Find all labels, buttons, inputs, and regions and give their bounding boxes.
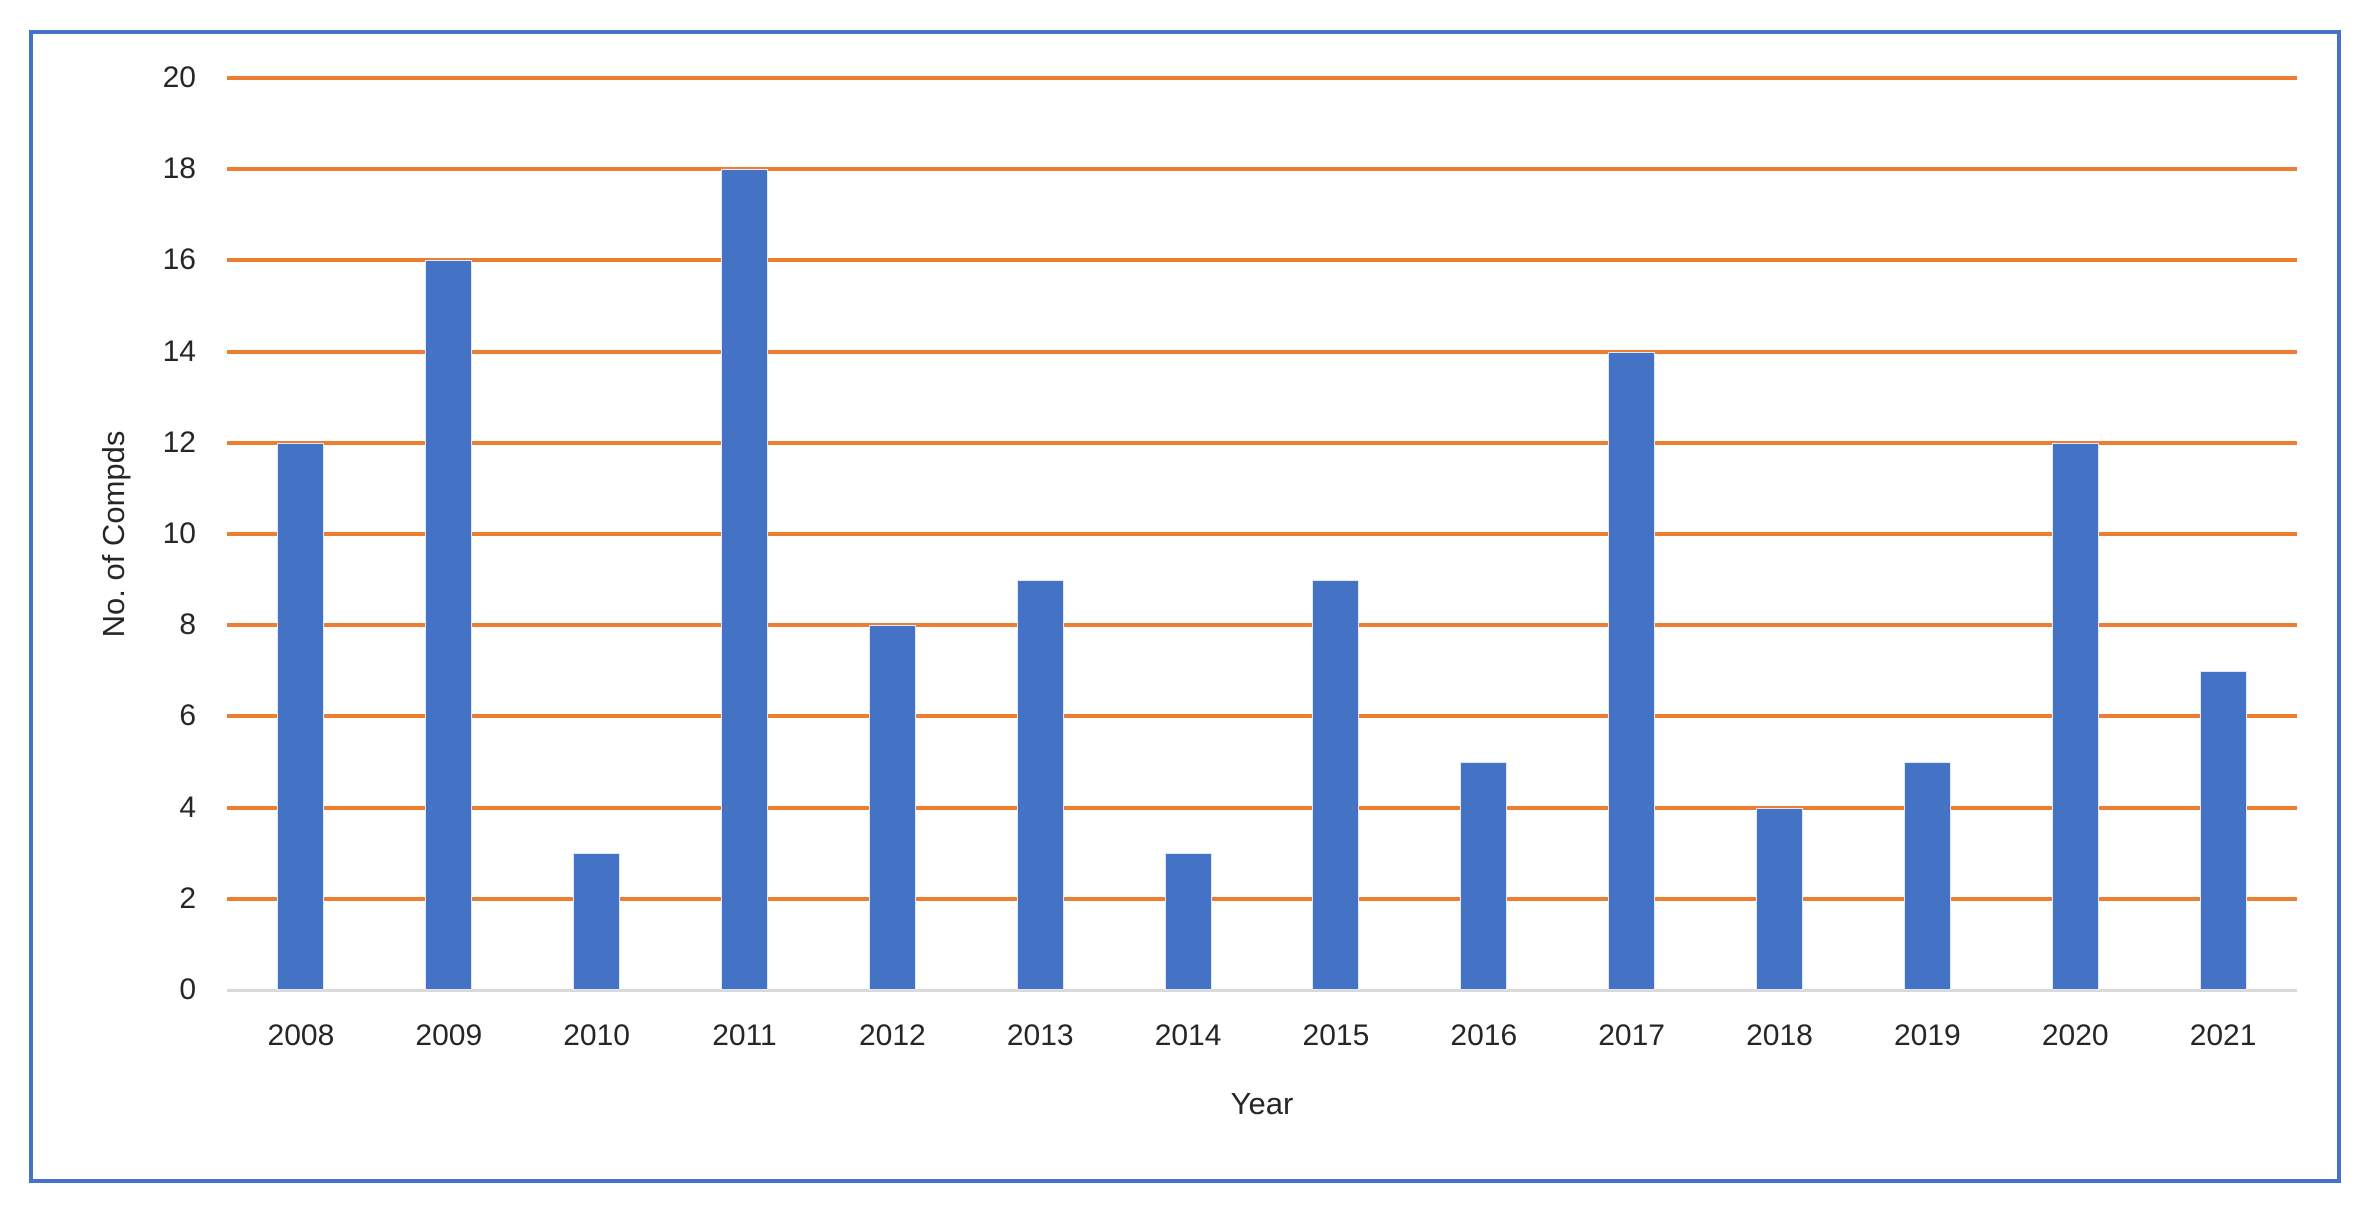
x-tick-label: 2009	[415, 1019, 483, 1052]
gridline	[227, 714, 2297, 719]
gridline	[227, 440, 2297, 445]
bar	[1756, 807, 1803, 990]
bar	[573, 853, 621, 990]
x-tick-label: 2013	[1006, 1019, 1074, 1052]
y-tick-label: 2	[179, 881, 196, 915]
chart-frame-border	[29, 30, 2341, 1183]
gridline	[227, 623, 2297, 628]
y-tick-label: 18	[162, 152, 196, 186]
y-tick-label: 20	[162, 61, 196, 94]
bar	[721, 169, 768, 990]
x-tick-label: 2011	[712, 1019, 777, 1052]
y-tick-label: 10	[162, 517, 196, 550]
y-tick-label: 14	[162, 334, 196, 368]
bar	[2051, 442, 2099, 990]
x-tick-label: 2017	[1598, 1019, 1665, 1052]
y-tick-label: 0	[179, 973, 196, 1006]
bar	[1608, 351, 1656, 990]
x-tick-label: 2018	[1746, 1019, 1813, 1052]
gridline	[227, 896, 2297, 901]
y-tick-label: 16	[162, 243, 196, 277]
y-tick-label: 12	[162, 425, 196, 459]
gridline	[227, 167, 2297, 172]
y-tick-label: 6	[179, 699, 196, 733]
bar	[868, 625, 916, 990]
x-tick-label: 2012	[858, 1019, 926, 1052]
bar	[425, 260, 473, 990]
gridline	[227, 349, 2297, 354]
bar	[1016, 579, 1064, 990]
gridline	[227, 532, 2297, 536]
x-tick-label: 2010	[563, 1019, 630, 1052]
y-tick-label: 8	[179, 608, 196, 642]
y-axis-title: No. of Compds	[96, 430, 131, 638]
gridline	[227, 258, 2297, 263]
x-tick-label: 2019	[1893, 1019, 1961, 1052]
bar	[1903, 762, 1951, 990]
bar	[1164, 853, 1212, 990]
bar	[1460, 762, 1508, 990]
x-tick-label: 2016	[1450, 1019, 1518, 1052]
x-axis-line	[227, 989, 2297, 992]
bar	[277, 442, 325, 990]
x-axis-title: Year	[1230, 1086, 1294, 1121]
x-tick-label: 2015	[1302, 1019, 1370, 1052]
gridline	[227, 805, 2297, 810]
y-tick-label: 4	[179, 790, 196, 824]
gridline	[227, 76, 2297, 80]
bar	[2199, 670, 2247, 990]
x-tick-label: 2021	[2189, 1019, 2257, 1052]
bar	[1312, 579, 1360, 990]
x-tick-label: 2008	[267, 1019, 335, 1052]
x-tick-label: 2014	[1154, 1019, 1222, 1052]
x-tick-label: 2020	[2041, 1019, 2109, 1052]
